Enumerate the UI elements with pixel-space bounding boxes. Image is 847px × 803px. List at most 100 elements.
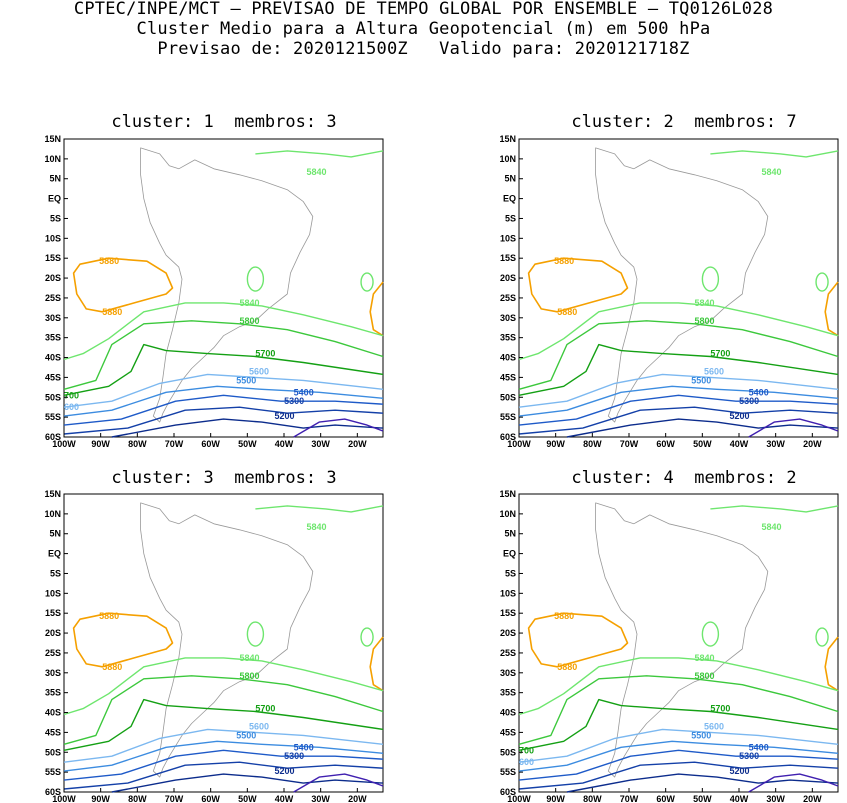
- contour-label-l5880b: 5880: [557, 662, 577, 672]
- lon-tick-label: 20W: [348, 794, 367, 803]
- contour-label-l5880a: 5880: [554, 256, 574, 266]
- contour-label-l5700: 5700: [710, 704, 730, 714]
- contour-h5100: [293, 773, 384, 793]
- lat-tick-label: 10S: [500, 233, 516, 243]
- lat-tick-label: EQ: [48, 549, 61, 559]
- contour-label-l5600: 5600: [704, 366, 724, 376]
- contour-h5300: [518, 406, 839, 435]
- lon-tick-label: 60W: [201, 794, 220, 803]
- contour-h5880: [72, 257, 174, 313]
- lon-tick-label: 50W: [693, 439, 712, 449]
- contour-label-e5600: 600: [64, 402, 79, 412]
- lat-tick-label: 35S: [500, 688, 516, 698]
- lon-tick-label: 40W: [275, 794, 294, 803]
- lon-tick-label: 50W: [238, 439, 257, 449]
- lat-tick-label: EQ: [503, 194, 516, 204]
- lon-tick-label: 40W: [275, 439, 294, 449]
- lat-tick-label: 5N: [504, 174, 516, 184]
- contour-h5880: [527, 612, 629, 668]
- contour-5840-cell-east: [815, 627, 829, 647]
- map-panel-2: 5880588058405840580057005600550054005300…: [499, 134, 839, 449]
- lat-tick-label: 10N: [44, 509, 61, 519]
- lat-tick-label: 10S: [500, 588, 516, 598]
- lat-tick-label: 50S: [45, 392, 61, 402]
- lon-tick-label: 60W: [201, 439, 220, 449]
- lon-tick-label: 30W: [766, 794, 785, 803]
- lon-tick-label: 70W: [620, 794, 639, 803]
- lat-tick-label: 45S: [500, 727, 516, 737]
- contour-label-e5600: 600: [519, 757, 534, 767]
- lat-tick-label: 45S: [500, 372, 516, 382]
- lon-tick-label: 40W: [730, 794, 749, 803]
- lon-tick-label: 100W: [507, 439, 531, 449]
- lon-tick-label: 40W: [730, 439, 749, 449]
- panel-4-title: cluster: 4 membros: 2: [571, 468, 797, 488]
- contour-label-l5840a: 5840: [761, 522, 781, 532]
- map-frame: [518, 138, 839, 438]
- map-panel-3: 5880588058405840580057005600550054005300…: [44, 489, 384, 803]
- lat-tick-label: 15N: [499, 134, 516, 144]
- lat-tick-label: 5N: [49, 529, 61, 539]
- lat-tick-label: 15S: [500, 608, 516, 618]
- lon-tick-label: 90W: [546, 439, 565, 449]
- lat-tick-label: 20S: [45, 628, 61, 638]
- lat-tick-label: 45S: [45, 727, 61, 737]
- contour-coast: [595, 147, 769, 423]
- lat-tick-label: 55S: [45, 412, 61, 422]
- contour-h5700: [518, 698, 839, 751]
- contour-h5700: [518, 343, 839, 396]
- lat-tick-label: 55S: [45, 767, 61, 777]
- lat-tick-label: 15S: [45, 253, 61, 263]
- contour-5840-cell-east: [360, 272, 374, 292]
- contour-h5880r: [824, 281, 839, 337]
- contour-h5880r: [369, 281, 384, 337]
- contour-label-l5300: 5300: [284, 396, 304, 406]
- contour-h5500: [518, 385, 839, 417]
- contour-label-l5300: 5300: [739, 396, 759, 406]
- contour-h5100: [293, 418, 384, 438]
- contour-h5600: [518, 728, 839, 763]
- lat-tick-label: 55S: [500, 767, 516, 777]
- contour-label-e5700: 700: [519, 745, 534, 755]
- lat-tick-label: 5N: [504, 529, 516, 539]
- lat-tick-label: 10N: [499, 509, 516, 519]
- contour-h5840t: [710, 150, 839, 158]
- map-frame: [518, 493, 839, 793]
- contour-h5200: [566, 418, 839, 438]
- contour-coast: [140, 147, 314, 423]
- contour-label-l5800: 5800: [694, 316, 714, 326]
- lon-tick-label: 30W: [311, 439, 330, 449]
- lat-tick-label: 15N: [499, 489, 516, 499]
- header-line-3: Previsao de: 2020121500Z Valido para: 20…: [157, 39, 690, 59]
- lat-tick-label: 55S: [500, 412, 516, 422]
- contour-label-e5700: 700: [64, 390, 79, 400]
- lat-tick-label: 30S: [500, 313, 516, 323]
- contour-label-l5840a: 5840: [761, 167, 781, 177]
- contour-label-l5500: 5500: [691, 375, 711, 385]
- contour-label-l5700: 5700: [255, 704, 275, 714]
- lon-tick-label: 100W: [507, 794, 531, 803]
- lat-tick-label: 10S: [45, 233, 61, 243]
- lat-tick-label: 60S: [500, 787, 516, 797]
- panel-3-title: cluster: 3 membros: 3: [111, 468, 337, 488]
- contour-h5800: [518, 320, 839, 390]
- contour-h5600: [63, 728, 384, 763]
- lat-tick-label: 50S: [500, 392, 516, 402]
- lat-tick-label: 30S: [45, 313, 61, 323]
- lat-tick-label: 25S: [45, 293, 61, 303]
- contour-h5700: [63, 343, 384, 396]
- lon-tick-label: 80W: [583, 439, 602, 449]
- lon-tick-label: 80W: [583, 794, 602, 803]
- contour-label-l5800: 5800: [694, 671, 714, 681]
- lon-tick-label: 20W: [803, 794, 822, 803]
- lon-tick-label: 50W: [693, 794, 712, 803]
- contour-h5500: [518, 740, 839, 772]
- lon-tick-label: 20W: [803, 439, 822, 449]
- contour-h5800: [63, 675, 384, 745]
- contour-h5400: [518, 749, 839, 781]
- contour-label-l5200: 5200: [730, 411, 750, 421]
- lat-tick-label: 50S: [500, 747, 516, 757]
- contour-h5300: [63, 761, 384, 790]
- contour-h5200: [111, 773, 384, 793]
